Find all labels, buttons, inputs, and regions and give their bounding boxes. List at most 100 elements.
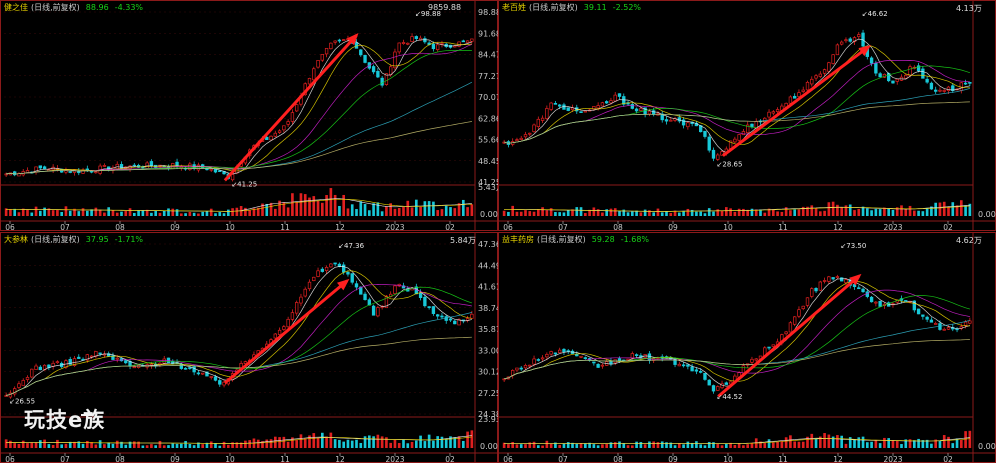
candle-body: [801, 305, 805, 309]
candle-body: [553, 352, 558, 355]
volume-bar: [269, 202, 273, 216]
volume-bar: [541, 207, 544, 216]
volume-bar: [596, 209, 600, 216]
volume-bar: [214, 443, 217, 448]
candle-body: [320, 268, 324, 272]
chart-0[interactable]: 98.88 91.68 84.47 77.27 70.07 62.86 55.66 48.45…: [0, 0, 498, 231]
xtick-label: 2023: [883, 223, 902, 231]
volume-bar: [844, 205, 848, 216]
volume-bar: [291, 437, 294, 448]
volume-bar: [519, 444, 523, 448]
volume-bar: [201, 444, 205, 448]
candle-body: [579, 111, 583, 113]
xtick-label: 06: [503, 455, 513, 463]
candle-body: [822, 280, 827, 282]
volume-bar: [643, 444, 647, 448]
volume-bar: [857, 437, 861, 448]
volume-bar: [34, 206, 38, 216]
xtick-label: 02: [445, 455, 455, 463]
volume-bar: [951, 443, 955, 448]
volume-bar: [729, 208, 732, 216]
candle-body: [295, 302, 299, 314]
volume-bar: [618, 211, 621, 216]
candle-body: [827, 276, 831, 282]
candle-body: [771, 111, 775, 114]
candle-body: [793, 316, 797, 325]
xtick-label: 02: [943, 223, 953, 231]
volume-bar: [197, 213, 200, 216]
trend-arrow-head: [346, 33, 359, 46]
volume-bar: [209, 441, 213, 448]
ma120-line: [6, 121, 472, 175]
volume-bar: [235, 442, 239, 448]
volume-bar: [840, 207, 844, 216]
candle-body: [592, 361, 596, 364]
candle-body: [277, 329, 282, 335]
volume-bar: [895, 207, 899, 216]
volume-bar: [338, 205, 341, 216]
candle-body: [282, 326, 286, 330]
volume-bar: [601, 212, 604, 216]
candle-body: [149, 161, 154, 167]
xtick-label: 08: [115, 223, 125, 231]
volume-bar: [77, 441, 81, 448]
volume-bar: [154, 210, 158, 216]
stock-name-2: 大参林: [4, 235, 28, 244]
volume-bar: [299, 193, 303, 216]
candle-body: [741, 131, 746, 136]
volume-bar: [592, 207, 596, 216]
volume-bar: [592, 444, 596, 448]
volume-bar: [917, 438, 920, 448]
candle-body: [376, 71, 380, 78]
chart-1[interactable]: 0.00 06 07 08 09 10 11 12 2023 02 ↙46.62 ↙28.65: [498, 0, 996, 231]
chart-3[interactable]: 0.00 06 07 08 09 10 11 12 2023 02 ↙73.50 ↙44.52: [498, 232, 996, 463]
volume-bar: [908, 439, 912, 448]
volume-bar: [789, 435, 792, 448]
panel-0[interactable]: 98.88 91.68 84.47 77.27 70.07 62.86 55.66 48.45…: [0, 0, 498, 231]
candle-body: [810, 78, 814, 85]
candle-body: [934, 89, 938, 92]
volume-bar: [432, 201, 435, 216]
volume-bar: [111, 443, 115, 448]
volume-bar: [912, 440, 916, 448]
volume-bar: [827, 202, 831, 216]
volume-bar: [282, 436, 286, 448]
candle-body: [183, 367, 188, 370]
volume-bar: [925, 439, 929, 448]
volume-bar: [895, 440, 899, 448]
candle-body: [630, 353, 634, 359]
xtick-label: 02: [445, 223, 455, 231]
volume-bar: [549, 443, 553, 448]
volume-bar: [406, 443, 410, 448]
volume-bar: [466, 431, 469, 448]
candle-body: [515, 367, 519, 371]
panel-1[interactable]: 0.00 06 07 08 09 10 11 12 2023 02 ↙46.62 ↙28.65 老百姓…: [498, 0, 996, 231]
panel-3[interactable]: 0.00 06 07 08 09 10 11 12 2023 02 ↙73.50 ↙44.52 益丰药…: [498, 232, 996, 463]
volume-bar: [192, 445, 196, 448]
volume-bar: [848, 204, 852, 216]
volume-bar: [273, 436, 277, 448]
volume-bar: [410, 441, 414, 448]
volume-bar: [56, 210, 59, 216]
candle-body: [703, 130, 707, 137]
volume-bar: [630, 211, 634, 216]
trend-arrow-shaft: [223, 279, 349, 385]
volume-bar: [359, 442, 363, 448]
volume-bar: [436, 210, 440, 216]
volume-bar: [81, 443, 85, 448]
volume-bar: [549, 208, 553, 216]
volume-bar: [648, 210, 651, 216]
candle-body: [549, 102, 553, 110]
candle-body: [562, 104, 566, 110]
candle-body: [13, 388, 17, 395]
candle-body: [874, 301, 878, 304]
volume-bar: [286, 207, 290, 216]
volume-bar: [278, 437, 281, 448]
volume-bar: [652, 212, 656, 216]
volume-bar: [720, 210, 724, 216]
candle-body: [25, 377, 30, 380]
volume-bar: [4, 208, 8, 216]
volume-bar: [870, 441, 873, 448]
volume-bar: [423, 441, 427, 448]
candle-body: [337, 39, 342, 42]
